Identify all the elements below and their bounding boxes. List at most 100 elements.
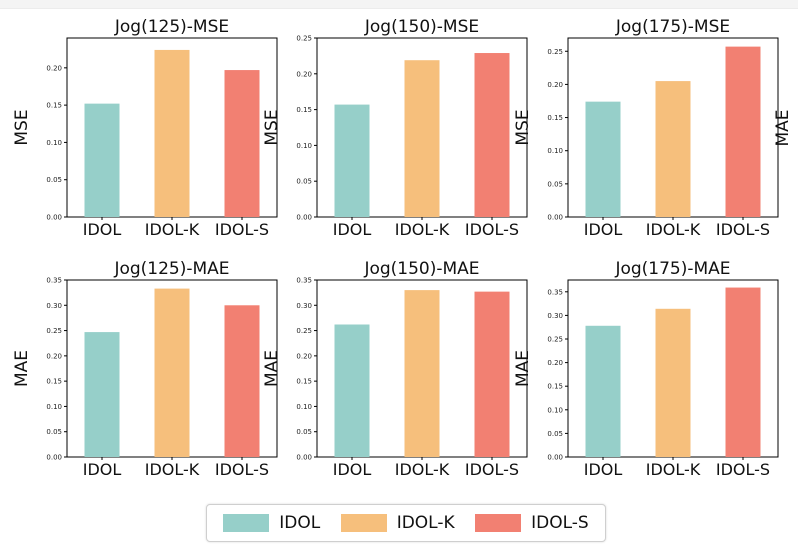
x-tick-label: IDOL-K [145,460,200,479]
y-tick-label: 0.10 [46,403,62,411]
chart-title: Jog(150)-MSE [364,17,479,37]
bar-idol [585,325,621,457]
y-tick-label: 0.25 [547,48,563,56]
y-tick-label: 0.10 [296,142,312,150]
y-tick-label: 0.15 [46,102,62,110]
y-tick-label: 0.30 [547,312,563,320]
y-tick-label: 0.05 [547,430,563,438]
y-tick-label: 0.00 [296,454,312,462]
y-tick-label: 0.15 [296,378,312,386]
y-tick-label: 0.30 [296,302,312,310]
bar-idol-k [655,308,691,457]
x-tick-label: IDOL-S [465,460,519,479]
legend-entry-idol-k: IDOL-K [340,513,455,533]
x-tick-label: IDOL-S [716,460,770,479]
chart-panel: Jog(125)-MSE MSE 0.00 0.05 0.10 0.15 0.20 IDOL I… [12,17,278,239]
x-tick-label: IDOL [83,460,122,479]
x-tick-label: IDOL-K [145,220,200,239]
y-tick-label: 0.15 [296,106,312,114]
y-axis-label: MSE [12,109,32,145]
x-tick-label: IDOL [333,220,372,239]
x-tick-label: IDOL [83,220,122,239]
bar-idol-s [224,70,260,217]
top-strip [0,0,798,9]
y-tick-label: 0.15 [547,383,563,391]
y-tick-label: 0.05 [547,180,563,188]
x-tick-label: IDOL-K [395,220,450,239]
chart-title: Jog(175)-MSE [615,17,730,37]
x-tick-label: IDOL-K [646,220,701,239]
y-tick-label: 0.35 [296,277,312,285]
y-tick-label: 0.10 [547,147,563,155]
legend-swatch-idol [223,514,270,532]
x-tick-label: IDOL-S [716,220,770,239]
x-tick-label: IDOL-S [215,460,269,479]
cutoff-y-axis-label: MAE [773,109,793,146]
bar-idol [334,324,370,457]
chart-title: Jog(125)-MAE [113,259,229,279]
bar-idol [334,104,370,217]
y-tick-label: 0.05 [46,428,62,436]
chart-title: Jog(150)-MAE [363,259,479,279]
y-tick-label: 0.00 [547,454,563,462]
y-tick-label: 0.05 [296,428,312,436]
y-axis-label: MAE [262,350,282,387]
y-tick-label: 0.00 [547,214,563,222]
legend-label-idol: IDOL [279,513,321,533]
chart-panel: Jog(150)-MAE MAE 0.00 0.05 0.10 0.15 0.20 0.25 0… [262,259,528,479]
x-tick-label: IDOL [333,460,372,479]
y-tick-label: 0.35 [46,277,62,285]
bar-idol [84,103,120,217]
y-tick-label: 0.20 [296,352,312,360]
legend-entry-idol-s: IDOL-S [475,513,589,533]
chart-panel: Jog(175)-MSE MSE 0.00 0.05 0.10 0.15 0.20 0.25 I… [513,17,779,239]
y-tick-label: 0.20 [547,359,563,367]
y-tick-label: 0.20 [547,81,563,89]
y-tick-label: 0.25 [547,336,563,344]
bar-idol-k [154,288,190,457]
y-tick-label: 0.10 [46,139,62,147]
y-tick-label: 0.35 [547,288,563,296]
y-axis-label: MSE [513,109,533,145]
chart-panel: Jog(125)-MAE MAE 0.00 0.05 0.10 0.15 0.20 0.25 0… [12,259,278,479]
bar-idol-k [655,81,691,217]
bar-idol-s [725,46,761,218]
legend-swatch-idol-k [340,514,387,532]
y-tick-label: 0.20 [46,352,62,360]
y-tick-label: 0.15 [547,114,563,122]
y-tick-label: 0.00 [46,214,62,222]
y-axis-label: MAE [12,350,32,387]
bar-idol [585,101,621,217]
bar-idol-s [474,291,510,457]
y-tick-label: 0.25 [296,327,312,335]
legend-label-idol-s: IDOL-S [531,513,589,533]
legend-label-idol-k: IDOL-K [396,513,455,533]
y-tick-label: 0.30 [46,302,62,310]
y-tick-label: 0.20 [46,64,62,72]
bar-idol-k [154,49,190,217]
chart-legend: IDOL IDOL-K IDOL-S [206,504,606,542]
bar-idol-k [404,60,440,217]
y-axis-label: MSE [262,109,282,145]
y-tick-label: 0.00 [296,214,312,222]
x-tick-label: IDOL-S [215,220,269,239]
chart-title: Jog(125)-MSE [114,17,229,37]
bar-idol-s [224,305,260,457]
bar-idol-s [474,53,510,218]
bar-idol-s [725,287,761,457]
x-tick-label: IDOL-K [646,460,701,479]
chart-panel: Jog(175)-MAE MAE 0.00 0.05 0.10 0.15 0.20 0.25 0… [513,259,779,479]
x-tick-label: IDOL-S [465,220,519,239]
y-tick-label: 0.15 [46,378,62,386]
y-tick-label: 0.25 [296,35,312,43]
chart-title: Jog(175)-MAE [614,259,730,279]
bar-idol [84,332,120,457]
y-tick-label: 0.00 [46,454,62,462]
y-tick-label: 0.25 [46,327,62,335]
legend-entry-idol: IDOL [223,513,320,533]
x-tick-label: IDOL-K [395,460,450,479]
x-tick-label: IDOL [584,460,623,479]
y-tick-label: 0.20 [296,70,312,78]
chart-panel: Jog(150)-MSE MSE 0.00 0.05 0.10 0.15 0.20 0.25 I… [262,17,528,239]
